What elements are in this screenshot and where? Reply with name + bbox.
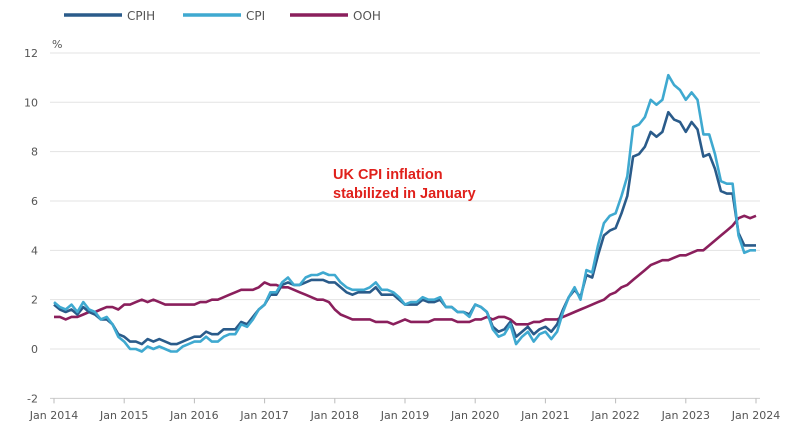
series-line-ooh xyxy=(54,214,757,326)
legend-label: CPI xyxy=(246,9,265,23)
y-tick-label: 12 xyxy=(24,47,38,60)
x-tick-label: Jan 2016 xyxy=(169,409,218,422)
y-tick-label: 6 xyxy=(31,195,38,208)
legend-label: CPIH xyxy=(127,9,155,23)
y-tick-label: 10 xyxy=(24,96,38,109)
annotation-line-2: stabilized in January xyxy=(333,186,476,202)
y-tick-label: 0 xyxy=(31,343,38,356)
x-tick-label: Jan 2018 xyxy=(310,409,359,422)
annotation: UK CPI inflation stabilized in January xyxy=(333,166,476,204)
x-tick-label: Jan 2024 xyxy=(731,409,780,422)
y-axis-unit: % xyxy=(52,38,62,51)
x-tick-label: Jan 2014 xyxy=(29,409,78,422)
y-tick-label: -2 xyxy=(27,392,38,405)
y-tick-label: 2 xyxy=(31,294,38,307)
x-tick-label: Jan 2015 xyxy=(99,409,148,422)
x-tick-label: Jan 2019 xyxy=(380,409,429,422)
y-tick-label: 4 xyxy=(31,244,38,257)
x-tick-label: Jan 2017 xyxy=(239,409,288,422)
x-tick-label: Jan 2020 xyxy=(450,409,499,422)
annotation-line-1: UK CPI inflation xyxy=(333,167,443,183)
series-line-cpih xyxy=(53,110,756,346)
x-tick-label: Jan 2023 xyxy=(661,409,710,422)
y-tick-label: 8 xyxy=(31,146,38,159)
legend-label: OOH xyxy=(353,9,381,23)
x-tick-label: Jan 2021 xyxy=(520,409,569,422)
series-line-cpi xyxy=(53,73,756,353)
x-tick-label: Jan 2022 xyxy=(590,409,639,422)
